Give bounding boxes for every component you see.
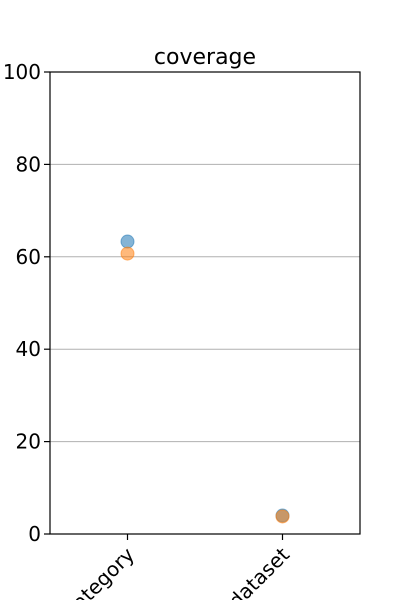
y-tick-label: 0 [28, 522, 41, 546]
chart-title: coverage [154, 45, 256, 70]
x-tick-label-dataset: dataset [224, 542, 295, 600]
y-axis: 0 20 40 60 80 100 [3, 60, 50, 546]
y-tick-label: 80 [16, 152, 41, 176]
y-tick-label: 100 [3, 60, 41, 84]
data-point-series-2-category [120, 246, 135, 261]
y-tick-label: 60 [16, 245, 41, 269]
data-point-series-1-category [120, 234, 135, 249]
y-tick-label: 40 [16, 337, 41, 361]
x-axis: category dataset [60, 534, 295, 600]
x-tick-label-category: category [60, 542, 140, 600]
data-points [120, 234, 290, 524]
data-point-series-2-dataset [275, 509, 290, 524]
plot-frame [49, 71, 361, 535]
y-tick-label: 20 [16, 430, 41, 454]
gridlines [50, 163, 360, 443]
